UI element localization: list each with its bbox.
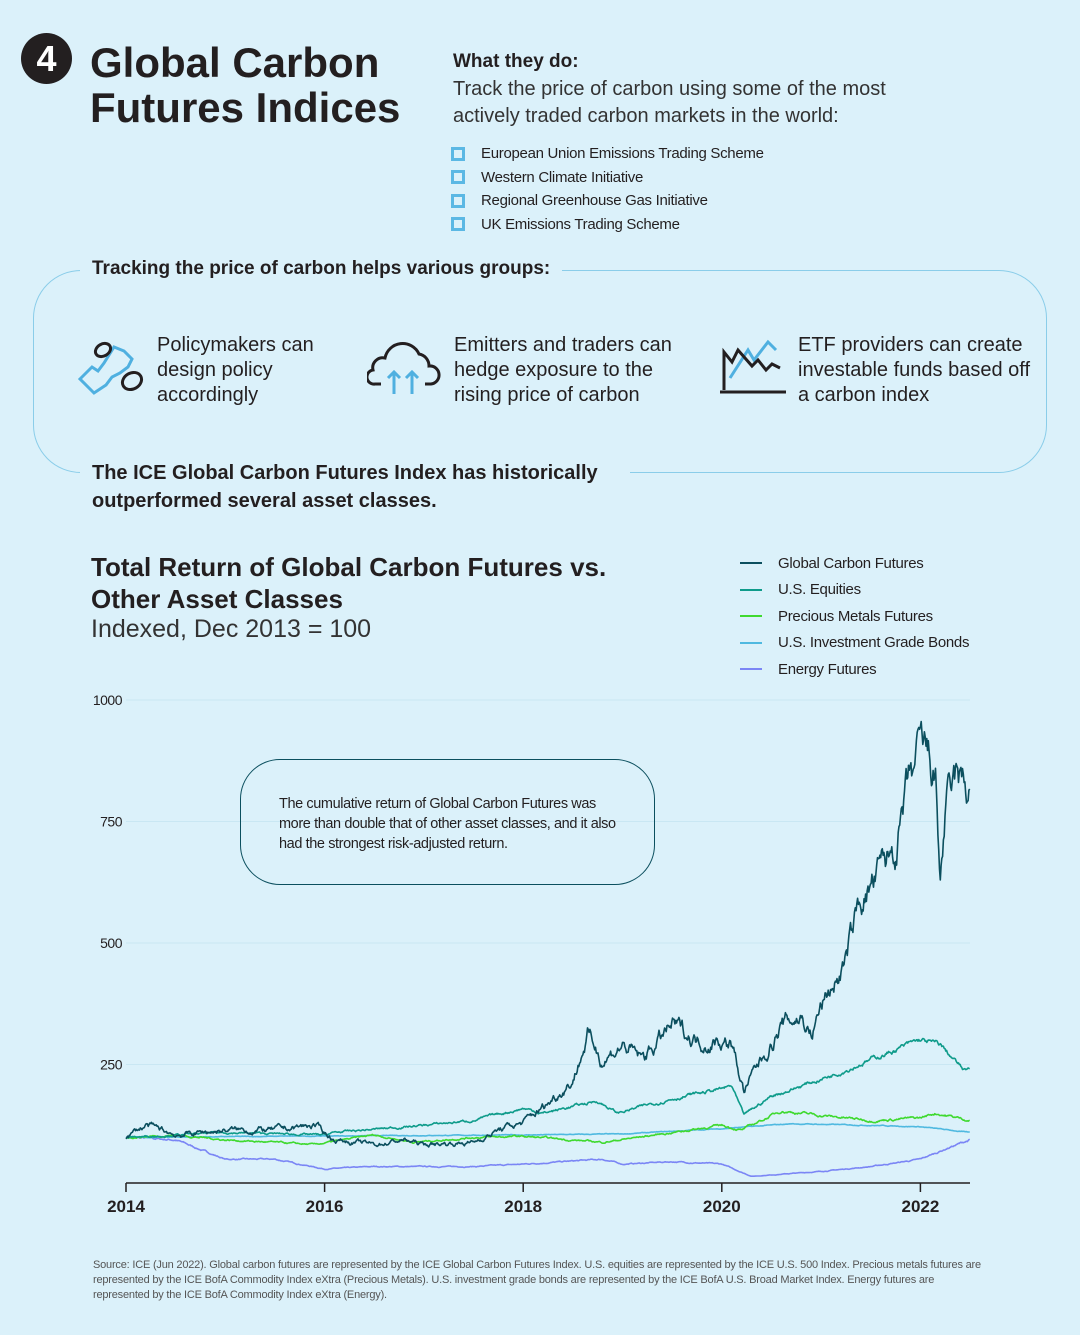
- what-they-do-text: Track the price of carbon using some of …: [453, 78, 886, 127]
- legend-label: U.S. Equities: [778, 581, 861, 599]
- square-bullet-icon: [451, 217, 465, 232]
- page-title: Global Carbon Futures Indices: [90, 39, 401, 131]
- legend-label: Energy Futures: [778, 660, 877, 678]
- legend-swatch: [740, 588, 762, 591]
- legend-label: U.S. Investment Grade Bonds: [778, 634, 970, 652]
- group-etf-providers: ETF providers can create investable fund…: [798, 334, 1031, 406]
- cloud-upload-icon: [367, 342, 441, 394]
- x-tick-label: 2020: [703, 1197, 741, 1216]
- legend-swatch: [740, 562, 762, 565]
- legend-item: Precious Metals Futures: [740, 603, 969, 630]
- what-they-do-heading: What they do:: [453, 51, 579, 72]
- source-note: Source: ICE (Jun 2022). Global carbon fu…: [93, 1259, 981, 1301]
- chart-subtitle: Indexed, Dec 2013 = 100: [91, 615, 372, 643]
- group-policymakers: Policymakers can design policy according…: [157, 334, 314, 406]
- market-label: Western Climate Initiative: [481, 168, 643, 186]
- y-tick-label: 1000: [93, 692, 123, 708]
- x-tick-label: 2016: [306, 1197, 344, 1216]
- x-tick-label: 2014: [107, 1197, 145, 1216]
- market-item: Regional Greenhouse Gas Initiative: [451, 189, 764, 213]
- chart-title: Total Return of Global Carbon Futures vs…: [91, 552, 607, 614]
- series-line-u-s-investment-grade-bonds: [125, 1122, 970, 1139]
- y-tick-label: 750: [100, 814, 123, 830]
- square-bullet-icon: [451, 146, 465, 161]
- section-number-badge: 4: [21, 33, 72, 84]
- line-chart-icon: [720, 339, 786, 394]
- chart-annotation: The cumulative return of Global Carbon F…: [240, 759, 655, 885]
- legend-item: U.S. Equities: [740, 577, 969, 604]
- legend-label: Global Carbon Futures: [778, 554, 924, 572]
- group-emitters-traders: Emitters and traders can hedge exposure …: [454, 334, 672, 406]
- legend-swatch: [740, 641, 762, 644]
- market-item: European Union Emissions Trading Scheme: [451, 142, 764, 166]
- groups-heading: Tracking the price of carbon helps vario…: [80, 258, 563, 280]
- market-label: UK Emissions Trading Scheme: [481, 215, 680, 233]
- legend-swatch: [740, 668, 762, 671]
- money-hand-icon: [77, 341, 144, 395]
- line-chart: 250 500 750 1000 2014 2016 2018 2020 2022: [93, 692, 971, 1216]
- series-line-global-carbon-futures: [125, 720, 971, 1148]
- markets-list: European Union Emissions Trading Scheme …: [451, 142, 764, 236]
- series-line-precious-metals-futures: [125, 1110, 970, 1146]
- market-item: Western Climate Initiative: [451, 166, 764, 190]
- market-label: Regional Greenhouse Gas Initiative: [481, 192, 708, 210]
- x-tick-label: 2018: [504, 1197, 542, 1216]
- series-line-u-s-equities: [125, 1037, 970, 1139]
- square-bullet-icon: [451, 193, 465, 208]
- square-bullet-icon: [451, 170, 465, 185]
- y-tick-label: 250: [100, 1057, 123, 1073]
- legend-item: Energy Futures: [740, 656, 969, 683]
- legend-item: U.S. Investment Grade Bonds: [740, 630, 969, 657]
- performance-statement: The ICE Global Carbon Futures Index has …: [80, 459, 630, 515]
- market-item: UK Emissions Trading Scheme: [451, 213, 764, 237]
- series-line-energy-futures: [125, 1135, 971, 1178]
- market-label: European Union Emissions Trading Scheme: [481, 145, 764, 163]
- legend-label: Precious Metals Futures: [778, 607, 933, 625]
- chart-legend: Global Carbon Futures U.S. Equities Prec…: [740, 550, 969, 683]
- x-tick-label: 2022: [901, 1197, 939, 1216]
- y-tick-label: 500: [100, 935, 123, 951]
- legend-swatch: [740, 615, 762, 618]
- legend-item: Global Carbon Futures: [740, 550, 969, 577]
